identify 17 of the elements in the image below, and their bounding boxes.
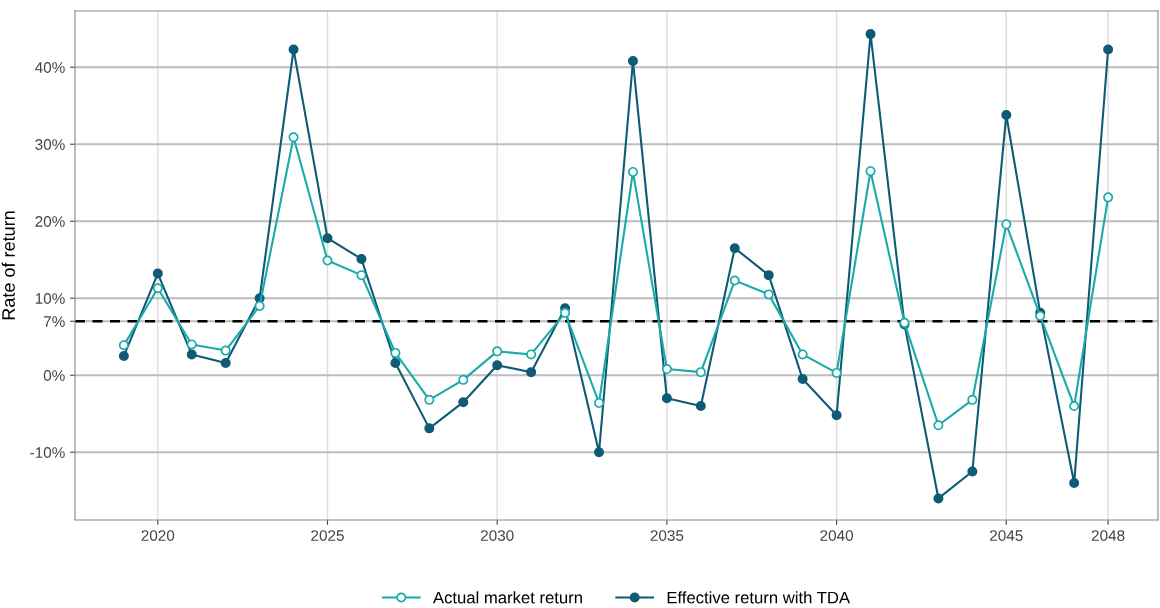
y-axis-title: Rate of return [1,211,15,320]
x-tick-label: 2035 [650,530,684,541]
x-tick-label: 2040 [820,530,853,541]
y-tick-label: 40% [35,62,65,73]
x-tick-label: 2030 [480,530,514,541]
y-tick-label: -10% [30,447,65,458]
legend-label: Effective return with TDA [667,591,851,604]
y-tick-label: 7% [43,316,65,327]
y-tick-label: 20% [35,216,65,227]
x-tick-label: 2045 [990,530,1023,541]
y-tick-label: 10% [35,293,65,304]
x-tick-label: 2025 [311,530,344,541]
y-tick-label: 30% [35,139,65,150]
x-tick-label: 2048 [1091,530,1125,541]
x-tick-label: 2020 [141,530,175,541]
y-tick-label: 0% [43,370,65,381]
legend-label: Actual market return [432,591,582,604]
